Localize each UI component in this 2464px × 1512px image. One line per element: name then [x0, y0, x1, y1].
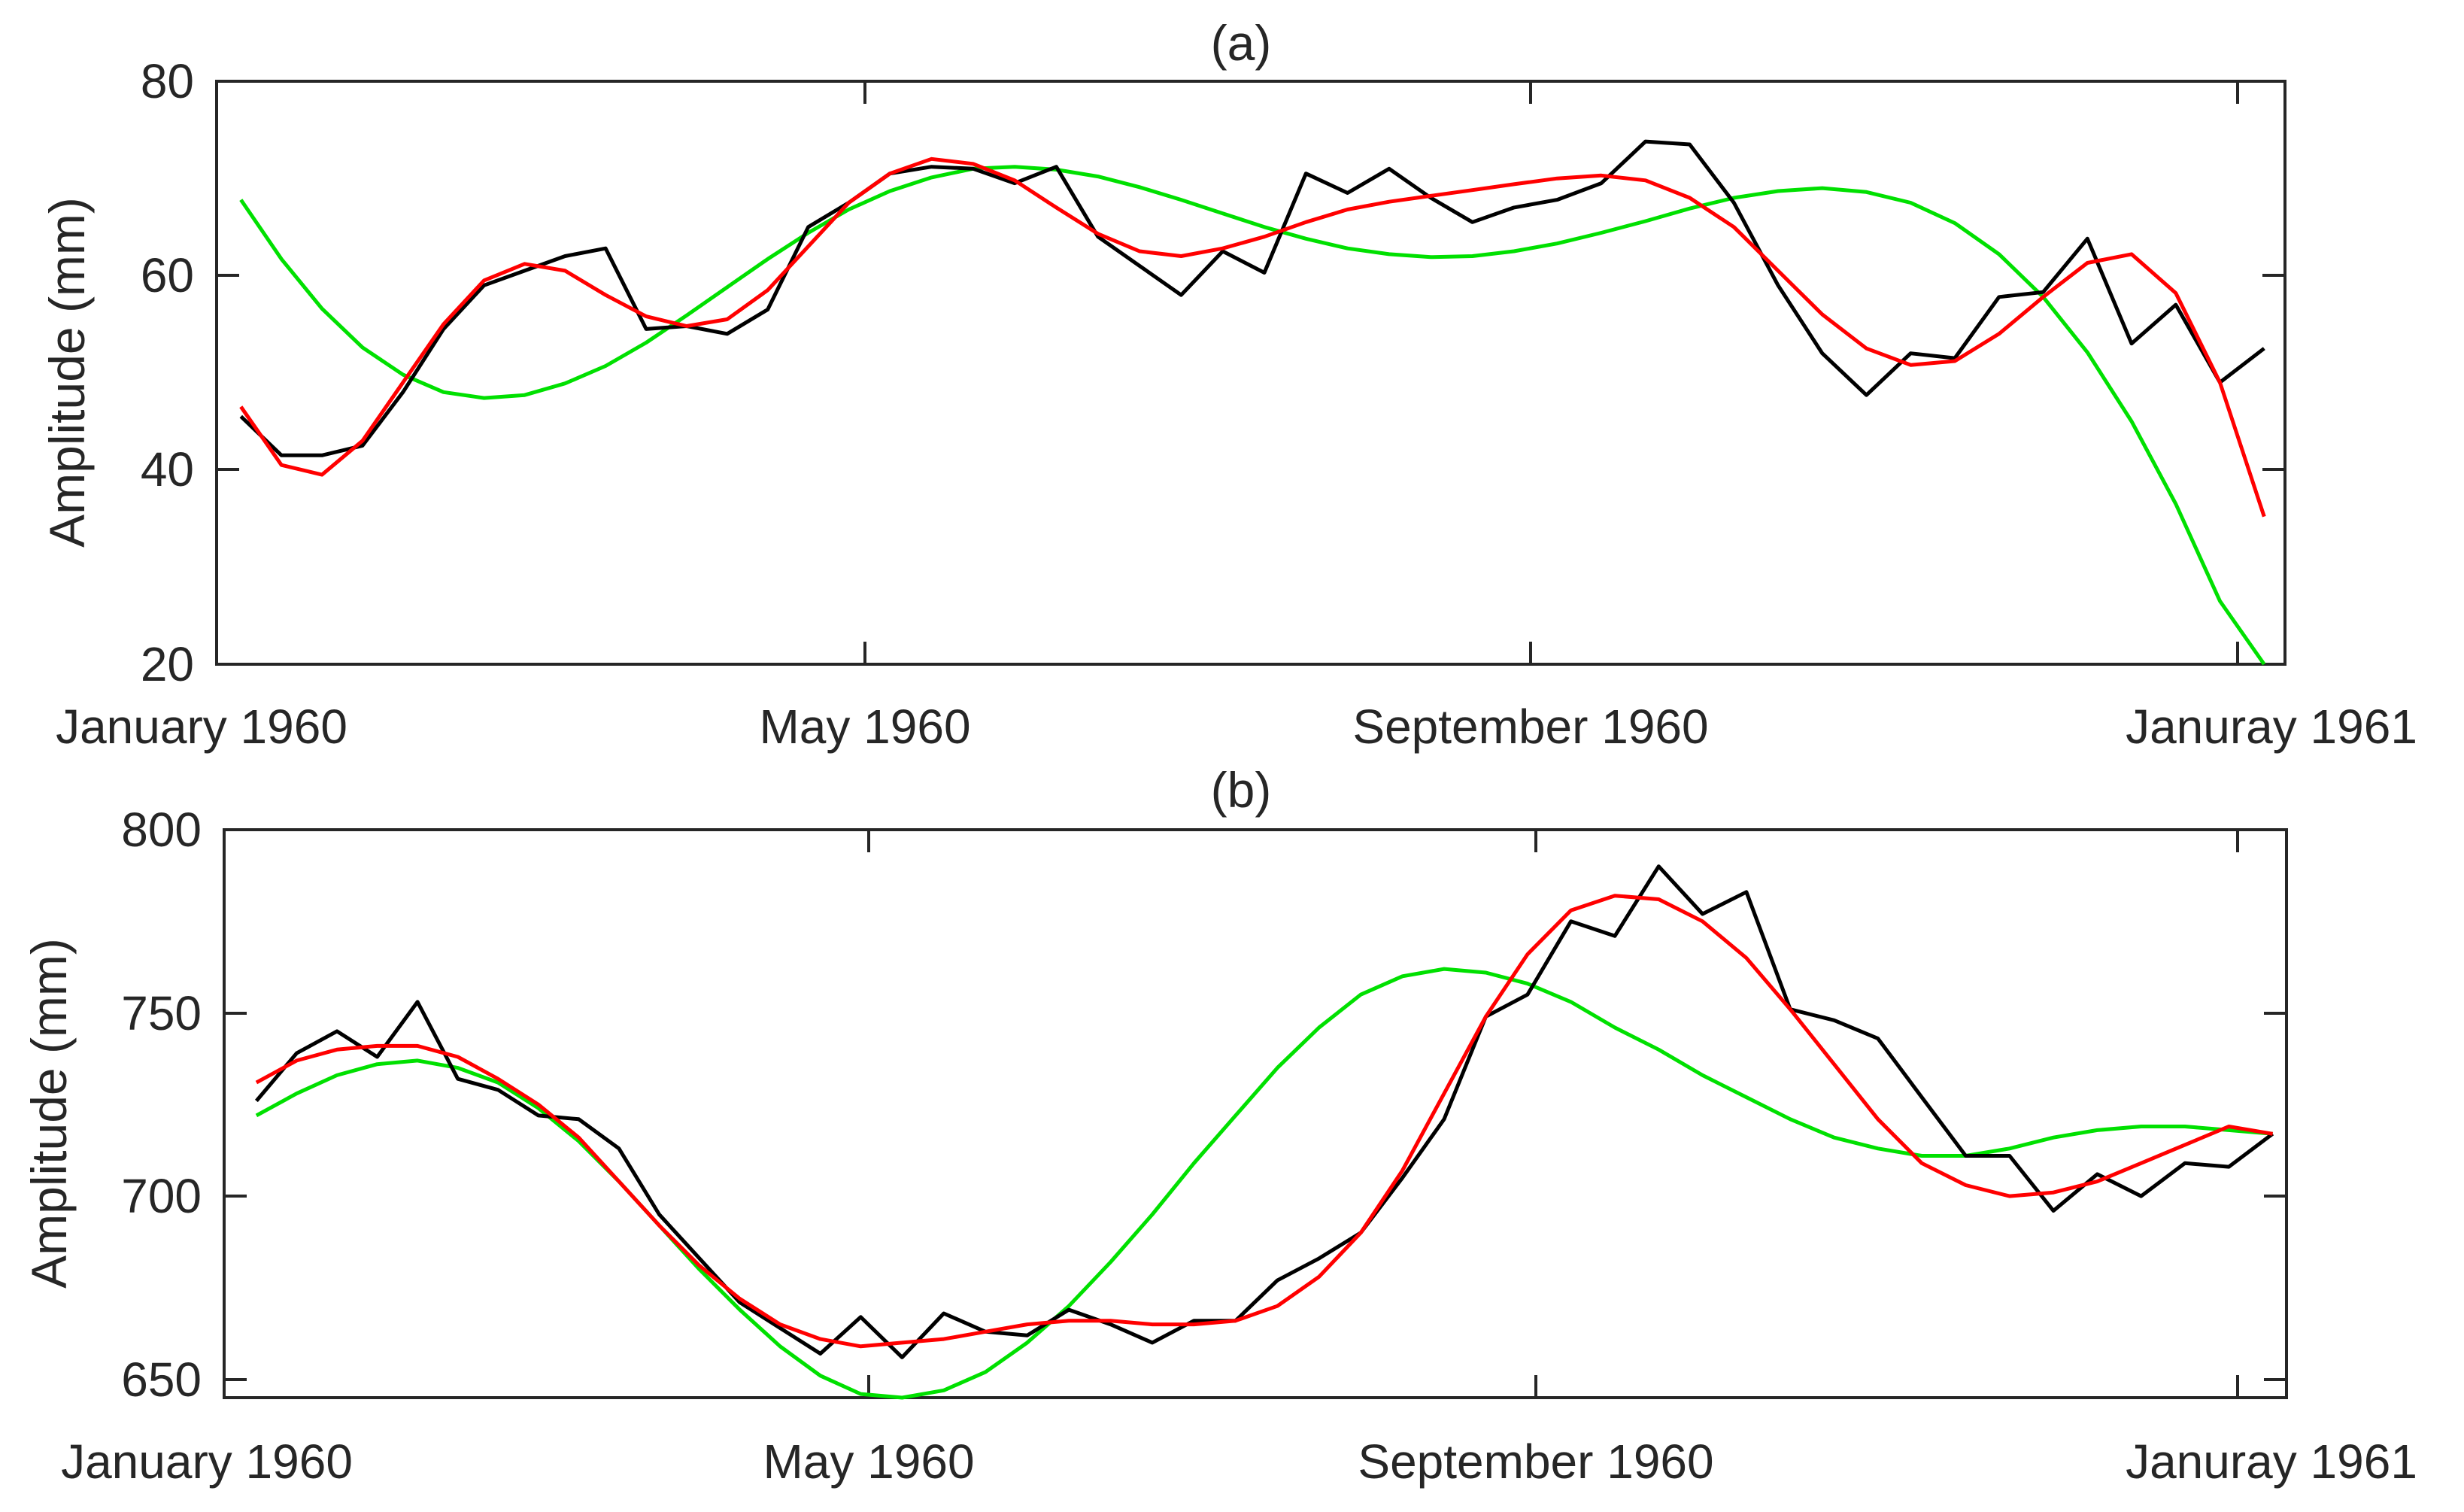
panel-b: (b) 650 700 750 800 Jan [21, 762, 2417, 1489]
panel-b-ytick-label-650: 650 [121, 1353, 202, 1407]
panel-b-ylabel: Amplitude (mm) [21, 938, 77, 1289]
panel-b-ytick-label-700: 700 [121, 1169, 202, 1223]
panel-b-series-group [254, 864, 2274, 1400]
panel-b-y-ticks [224, 828, 2286, 1381]
panel-a-ytick-label-80: 80 [141, 54, 194, 108]
panel-a-xtick-label-jan61: Januray 1961 [2126, 700, 2417, 754]
panel-a-xtick-label-jan: January 1960 [56, 700, 347, 754]
panel-b-ytick-label-750: 750 [121, 986, 202, 1040]
panel-b-ytick-labels: 650 700 750 800 [121, 803, 202, 1407]
panel-a-xtick-labels: January 1960 May 1960 September 1960 Jan… [56, 700, 2417, 754]
panel-b-xtick-label-jan: January 1960 [61, 1435, 353, 1489]
panel-a-xtick-label-may: May 1960 [759, 700, 970, 754]
panel-b-xtick-labels: January 1960 May 1960 September 1960 Jan… [61, 1435, 2417, 1489]
panel-b-series-green-line [255, 967, 2273, 1400]
panel-a-series-group [239, 139, 2266, 666]
panel-a-xtick-label-sep: September 1960 [1352, 700, 1708, 754]
panel-a-ylabel: Amplitude (mm) [39, 197, 95, 548]
panel-a-axes-box [215, 80, 2286, 666]
panel-b-ytick-label-800: 800 [121, 803, 202, 857]
panel-a-y-ticks [217, 80, 2285, 666]
panel-b-series-red-line [255, 894, 2274, 1349]
panel-b-x-ticks [223, 830, 2239, 1398]
panel-a: (a) 20 40 60 80 January [39, 15, 2417, 754]
panel-a-ytick-label-20: 20 [141, 637, 194, 691]
panel-a-title: (a) [1211, 15, 1272, 71]
panel-b-title: (b) [1211, 762, 1272, 818]
panel-a-ytick-label-40: 40 [141, 442, 194, 496]
panel-a-ytick-label-60: 60 [141, 248, 194, 302]
panel-b-xtick-label-may: May 1960 [763, 1435, 974, 1489]
panel-a-series-green-line [239, 165, 2266, 666]
panel-b-xtick-label-sep: September 1960 [1358, 1435, 1713, 1489]
panel-a-series-red-line [239, 156, 2266, 518]
panel-a-ytick-labels: 20 40 60 80 [141, 54, 194, 691]
panel-a-series-black-line [239, 139, 2265, 457]
panel-a-x-ticks [215, 81, 2239, 664]
panel-b-xtick-label-jan61: Januray 1961 [2126, 1435, 2417, 1489]
